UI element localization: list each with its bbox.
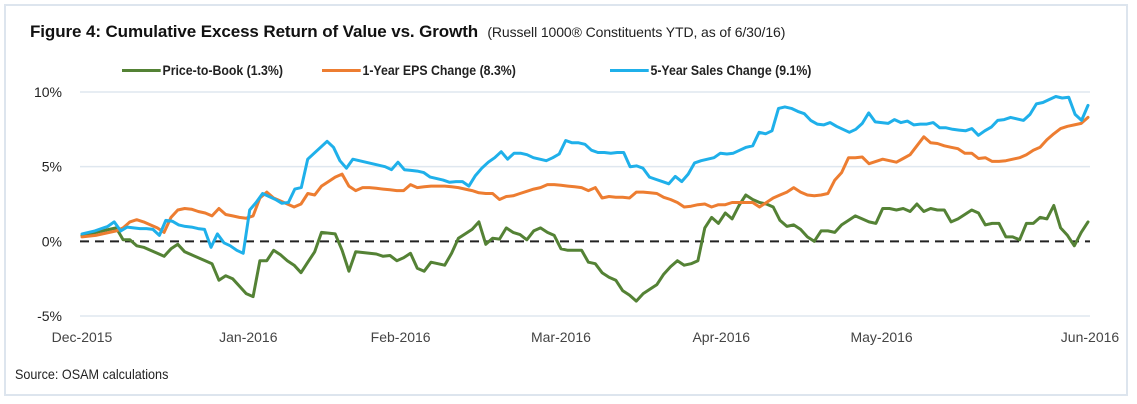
legend-swatch	[322, 68, 361, 72]
chart-frame	[4, 4, 1128, 396]
legend-swatch	[610, 68, 649, 72]
legend-swatch	[122, 68, 161, 72]
legend-item-eps-change: 1-Year EPS Change (8.3%)	[322, 62, 516, 78]
series-line-sales-change	[80, 95, 1090, 255]
x-tick-label: May-2016	[850, 329, 912, 345]
y-tick-label: -5%	[37, 308, 62, 324]
legend-label: 1-Year EPS Change (8.3%)	[362, 62, 516, 78]
chart-title: Figure 4: Cumulative Excess Return of Va…	[30, 22, 785, 42]
series-line-price-to-book	[80, 193, 1090, 303]
legend-item-price-to-book: Price-to-Book (1.3%)	[122, 62, 283, 78]
source-note: Source: OSAM calculations	[15, 366, 169, 382]
chart-subtitle: (Russell 1000® Constituents YTD, as of 6…	[487, 24, 786, 40]
x-tick-label: Mar-2016	[531, 329, 591, 345]
x-tick-label: Jan-2016	[219, 329, 278, 345]
legend: Price-to-Book (1.3%) 1-Year EPS Change (…	[0, 62, 1137, 82]
x-tick-label: Apr-2016	[692, 329, 750, 345]
legend-item-sales-change: 5-Year Sales Change (9.1%)	[610, 62, 811, 78]
x-tick-label: Jun-2016	[1061, 329, 1120, 345]
legend-label: Price-to-Book (1.3%)	[162, 62, 283, 78]
y-tick-label: 0%	[42, 233, 62, 249]
chart-title-main: Figure 4: Cumulative Excess Return of Va…	[30, 22, 479, 41]
y-tick-label: 10%	[34, 84, 62, 100]
legend-label: 5-Year Sales Change (9.1%)	[650, 62, 812, 78]
y-tick-label: 5%	[42, 159, 62, 175]
series-line-eps-change	[80, 115, 1090, 239]
x-tick-label: Dec-2015	[52, 329, 113, 345]
x-tick-label: Feb-2016	[371, 329, 431, 345]
